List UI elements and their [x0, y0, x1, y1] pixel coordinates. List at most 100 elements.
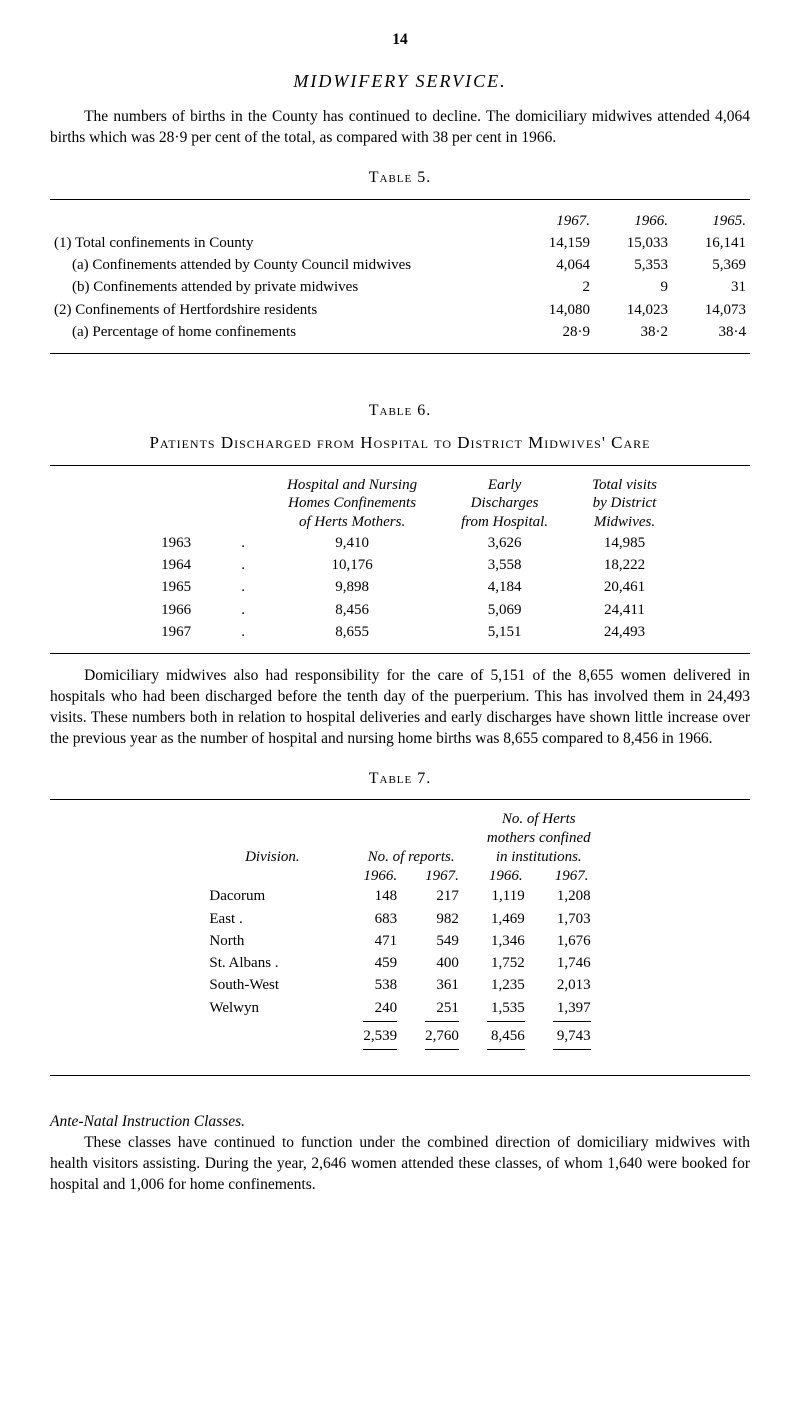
- t6-val: 24,493: [570, 621, 679, 643]
- table-row: 1967. 8,655 5,151 24,493: [121, 621, 679, 643]
- t7-val: 1,746: [539, 952, 605, 974]
- t6-year: 1963: [121, 532, 221, 554]
- t6-head3a: Total visits: [570, 476, 679, 495]
- t6-val: 5,151: [439, 621, 570, 643]
- t7-val: 683: [349, 908, 411, 930]
- page: 14 MIDWIFERY SERVICE. The numbers of bir…: [0, 0, 800, 1248]
- t7-inst-a: No. of Herts: [473, 810, 605, 829]
- t7-val: 217: [411, 885, 473, 907]
- final-paragraph-text: These classes have continued to function…: [50, 1133, 750, 1196]
- t7-val: 1,703: [539, 908, 605, 930]
- t5-val: 14,159: [516, 232, 594, 254]
- t7-y67: 1967.: [539, 867, 605, 886]
- table6-label: Table 6.: [50, 400, 750, 422]
- table7-header-row: mothers confined: [195, 829, 604, 848]
- t6-head2b: Discharges: [439, 494, 570, 513]
- t5-val: 14,073: [672, 299, 750, 321]
- t7-inst-b: mothers confined: [473, 829, 605, 848]
- t6-head2c: from Hospital.: [439, 513, 570, 532]
- t5-val: 14,023: [594, 299, 672, 321]
- t7-val: 251: [411, 997, 473, 1019]
- t6-head2a: Early: [439, 476, 570, 495]
- t7-val: 2,013: [539, 974, 605, 996]
- page-number: 14: [50, 30, 750, 51]
- t6-val: 20,461: [570, 576, 679, 598]
- t5-val: 5,369: [672, 254, 750, 276]
- t5-label: (b) Confinements attended by private mid…: [50, 276, 516, 298]
- t7-val: 1,235: [473, 974, 539, 996]
- divider: [50, 653, 750, 654]
- t5-val: 31: [672, 276, 750, 298]
- table5-head-1966: 1966.: [594, 210, 672, 232]
- table7-rule: [195, 1047, 604, 1053]
- t7-val: 1,208: [539, 885, 605, 907]
- t6-val: 4,184: [439, 576, 570, 598]
- table-row: South-West 538 361 1,235 2,013: [195, 974, 604, 996]
- table7-header-row: 1966. 1967. 1966. 1967.: [195, 867, 604, 886]
- table5-header-row: 1967. 1966. 1965.: [50, 210, 750, 232]
- t6-head3b: by District: [570, 494, 679, 513]
- t7-total: 8,456: [473, 1025, 539, 1047]
- t7-total: 2,539: [349, 1025, 411, 1047]
- table7-label: Table 7.: [50, 768, 750, 790]
- t7-val: 471: [349, 930, 411, 952]
- table5-head-1965: 1965.: [672, 210, 750, 232]
- t7-val: 1,346: [473, 930, 539, 952]
- table5-label: Table 5.: [50, 167, 750, 189]
- t5-label: (a) Confinements attended by County Coun…: [50, 254, 516, 276]
- t7-val: 538: [349, 974, 411, 996]
- t6-val: 5,069: [439, 599, 570, 621]
- t7-val: 1,397: [539, 997, 605, 1019]
- intro-paragraph: The numbers of births in the County has …: [50, 107, 750, 149]
- table6-header-row: Homes Confinements Discharges by Distric…: [121, 494, 679, 513]
- t7-val: 1,469: [473, 908, 539, 930]
- t7-division: North: [195, 930, 349, 952]
- t7-division: Dacorum: [195, 885, 349, 907]
- table-row: North 471 549 1,346 1,676: [195, 930, 604, 952]
- table5: 1967. 1966. 1965. (1) Total confinements…: [50, 210, 750, 344]
- t7-inst-c: in institutions.: [473, 848, 605, 867]
- table-row: 1963. 9,410 3,626 14,985: [121, 532, 679, 554]
- divider: [50, 1075, 750, 1076]
- t6-year: 1964: [121, 554, 221, 576]
- final-paragraph: Ante-Natal Instruction Classes. These cl…: [50, 1112, 750, 1196]
- t7-y66: 1966.: [473, 867, 539, 886]
- t7-val: 240: [349, 997, 411, 1019]
- t5-label: (2) Confinements of Hertfordshire reside…: [50, 299, 516, 321]
- t7-division: St. Albans .: [195, 952, 349, 974]
- table5-head-1967: 1967.: [516, 210, 594, 232]
- t6-val: 24,411: [570, 599, 679, 621]
- t7-val: 400: [411, 952, 473, 974]
- t5-val: 38·4: [672, 321, 750, 343]
- table7-totals-row: 2,539 2,760 8,456 9,743: [195, 1025, 604, 1047]
- t7-val: 549: [411, 930, 473, 952]
- table-row: (a) Confinements attended by County Coun…: [50, 254, 750, 276]
- table-row: (a) Percentage of home confinements 28·9…: [50, 321, 750, 343]
- table-row: (1) Total confinements in County 14,159 …: [50, 232, 750, 254]
- divider: [50, 799, 750, 800]
- t7-division: East .: [195, 908, 349, 930]
- t6-val: 3,558: [439, 554, 570, 576]
- table-row: East . 683 982 1,469 1,703: [195, 908, 604, 930]
- t7-val: 1,676: [539, 930, 605, 952]
- divider: [50, 199, 750, 200]
- t5-val: 38·2: [594, 321, 672, 343]
- t6-head3c: Midwives.: [570, 513, 679, 532]
- t7-val: 982: [411, 908, 473, 930]
- table7-header-row: No. of Herts: [195, 810, 604, 829]
- t5-label: (1) Total confinements in County: [50, 232, 516, 254]
- t5-val: 15,033: [594, 232, 672, 254]
- t6-val: 14,985: [570, 532, 679, 554]
- t6-year: 1967: [121, 621, 221, 643]
- t6-val: 10,176: [265, 554, 439, 576]
- t7-total: 9,743: [539, 1025, 605, 1047]
- t7-y67: 1967.: [411, 867, 473, 886]
- t6-val: 8,655: [265, 621, 439, 643]
- t6-year: 1966: [121, 599, 221, 621]
- divider: [50, 353, 750, 354]
- t6-val: 3,626: [439, 532, 570, 554]
- t6-val: 8,456: [265, 599, 439, 621]
- t7-division: South-West: [195, 974, 349, 996]
- table6-title: Patients Discharged from Hospital to Dis…: [50, 432, 750, 455]
- t5-val: 14,080: [516, 299, 594, 321]
